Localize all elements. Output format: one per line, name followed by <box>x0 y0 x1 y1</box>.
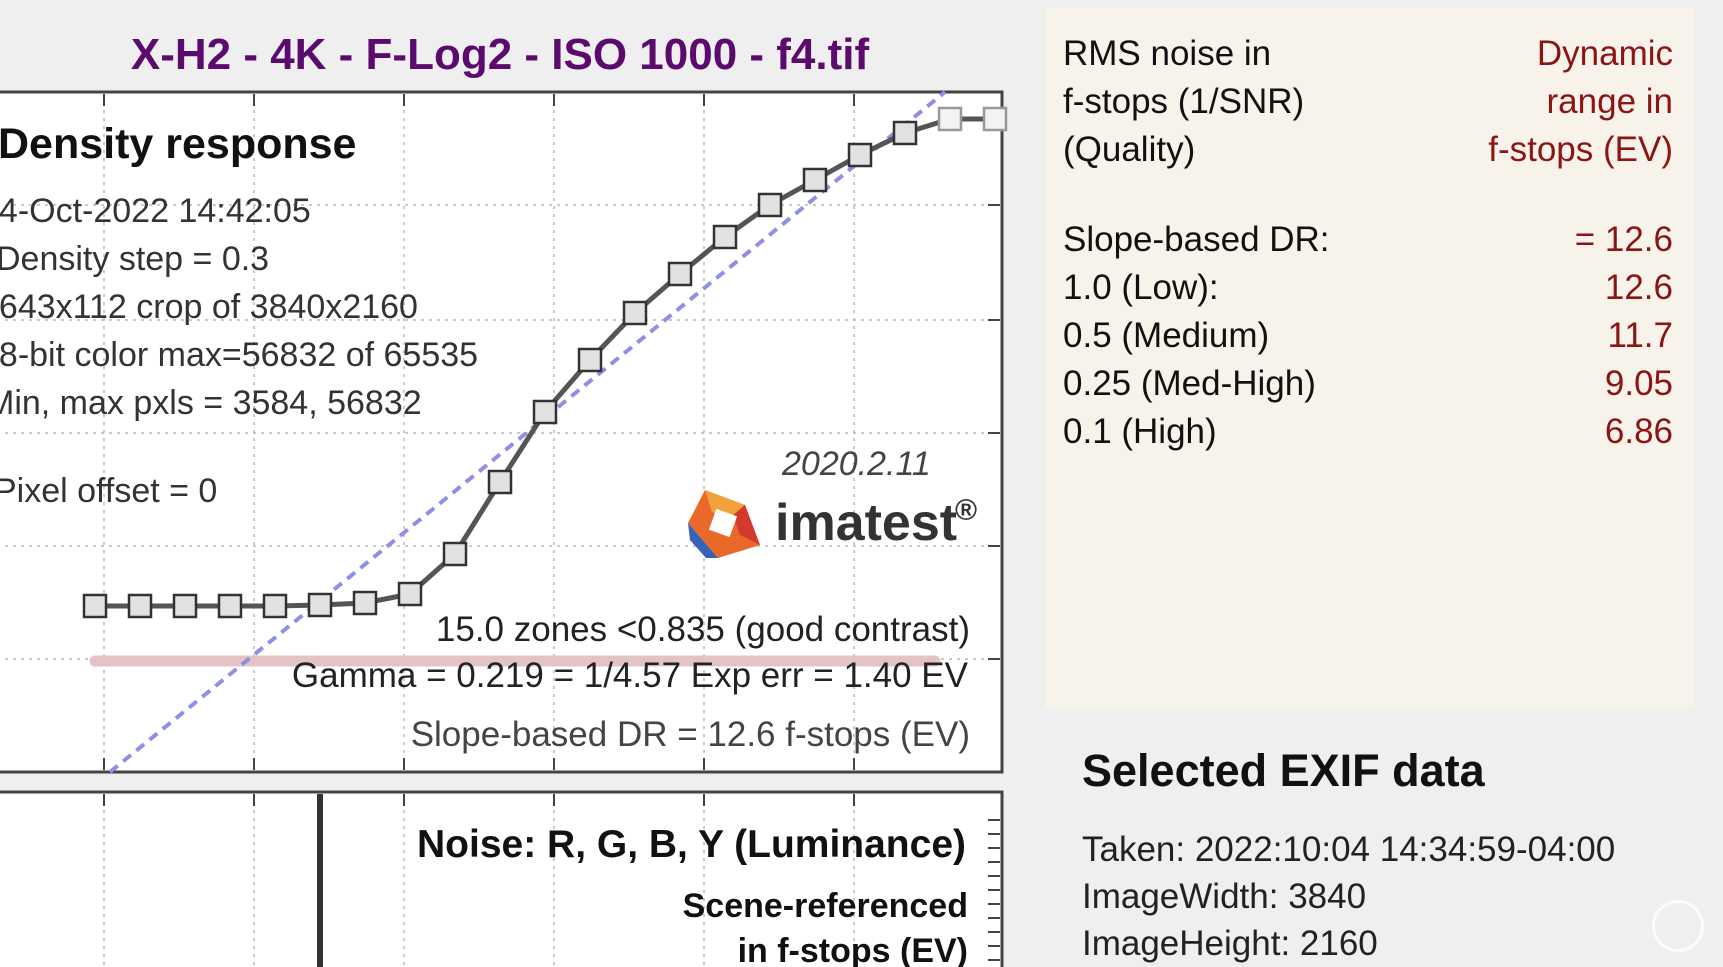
dr-row-label: 0.25 (Med-High) <box>1063 364 1316 403</box>
watermark-circle <box>1652 900 1704 952</box>
density-marker <box>352 590 378 616</box>
info-line-crop: 3643x112 crop of 3840x2160 <box>0 288 418 326</box>
rms-noise-header: RMS noise in f-stops (1/SNR) (Quality) <box>1063 30 1304 174</box>
density-marker <box>667 261 693 287</box>
density-markers <box>82 106 1008 619</box>
density-marker <box>442 541 468 567</box>
exif-title: Selected EXIF data <box>1082 745 1485 796</box>
info-line-pixel-offset: Pixel offset = 0 <box>0 472 217 510</box>
rms-header-line-2: f-stops (1/SNR) <box>1063 82 1305 121</box>
dr-row-label: 0.5 (Medium) <box>1063 316 1270 355</box>
dr-row-low: 1.0 (Low): 12.6 <box>1063 268 1673 316</box>
dynamic-range-panel: RMS noise in f-stops (1/SNR) (Quality) D… <box>1045 8 1695 708</box>
noise-plot-area <box>0 790 1004 967</box>
noise-subtitle-1: Scene-referenced <box>683 887 968 925</box>
density-marker <box>397 581 423 607</box>
rms-header-line-1: RMS noise in <box>1063 34 1272 73</box>
dr-row-value: 11.7 <box>1607 316 1673 355</box>
density-marker <box>757 192 783 218</box>
dr-row-med-high: 0.25 (Med-High) 9.05 <box>1063 364 1673 412</box>
density-marker <box>172 593 198 619</box>
info-line-density-step: Density step = 0.3 <box>0 240 269 278</box>
dr-row-label: Slope-based DR: <box>1063 220 1330 259</box>
exif-image-height: ImageHeight: 2160 <box>1082 924 1378 963</box>
zones-annotation: 15.0 zones <0.835 (good contrast) <box>436 610 970 649</box>
density-marker <box>982 106 1008 132</box>
density-marker <box>847 142 873 168</box>
noise-subtitle-2: in f-stops (EV) <box>738 932 968 967</box>
density-response-plot: Density response 04-Oct-2022 14:42:05 De… <box>0 90 1008 967</box>
dr-header-line-1: Dynamic <box>1536 34 1673 73</box>
info-line-bit-color: 48-bit color max=56832 of 65535 <box>0 336 478 374</box>
reference-slope-line <box>108 90 947 774</box>
imatest-logo-text: imatest <box>775 494 957 552</box>
dr-row-slope: Slope-based DR: = 12.6 <box>1063 220 1673 268</box>
dr-row-value: 9.05 <box>1604 364 1673 403</box>
density-marker <box>307 592 333 618</box>
info-line-date: 04-Oct-2022 14:42:05 <box>0 192 311 230</box>
density-marker <box>217 593 243 619</box>
density-marker <box>622 300 648 326</box>
dr-row-high: 0.1 (High) 6.86 <box>1063 412 1673 460</box>
dr-row-value: = 12.6 <box>1574 220 1673 259</box>
exif-image-width: ImageWidth: 3840 <box>1082 877 1367 916</box>
density-title: Density response <box>0 120 356 168</box>
density-marker <box>802 167 828 193</box>
density-marker <box>262 593 288 619</box>
density-marker <box>937 106 963 132</box>
imatest-logo: imatest ® <box>688 490 977 558</box>
dr-row-value: 12.6 <box>1604 268 1673 307</box>
upper-grid <box>0 94 1000 770</box>
gamma-annotation: Gamma = 0.219 = 1/4.57 Exp err = 1.40 EV <box>292 656 969 695</box>
dynamic-range-header: Dynamic range in f-stops (EV) <box>1488 30 1673 174</box>
dr-row-value: 6.86 <box>1604 412 1673 451</box>
imatest-version: 2020.2.11 <box>781 445 931 483</box>
dr-header-line-2: range in <box>1546 82 1673 121</box>
density-marker <box>487 469 513 495</box>
density-marker <box>712 224 738 250</box>
info-line-min-max: Min, max pxls = 3584, 56832 <box>0 384 422 422</box>
dr-annotation: Slope-based DR = 12.6 f-stops (EV) <box>411 715 970 754</box>
density-marker <box>577 347 603 373</box>
density-marker <box>127 593 153 619</box>
lower-grid <box>103 794 1000 967</box>
dr-row-label: 1.0 (Low): <box>1063 268 1219 307</box>
density-marker <box>532 399 558 425</box>
dr-row-medium: 0.5 (Medium) 11.7 <box>1063 316 1673 364</box>
chart-file-title: X-H2 - 4K - F-Log2 - ISO 1000 - f4.tif <box>130 30 870 79</box>
dr-row-label: 0.1 (High) <box>1063 412 1217 451</box>
dr-header-line-3: f-stops (EV) <box>1488 130 1673 169</box>
noise-title: Noise: R, G, B, Y (Luminance) <box>417 823 966 866</box>
rms-header-line-3: (Quality) <box>1063 130 1196 169</box>
density-marker <box>82 593 108 619</box>
exif-taken: Taken: 2022:10:04 14:34:59-04:00 <box>1082 830 1616 869</box>
density-marker <box>892 120 918 146</box>
registered-mark: ® <box>955 494 977 527</box>
